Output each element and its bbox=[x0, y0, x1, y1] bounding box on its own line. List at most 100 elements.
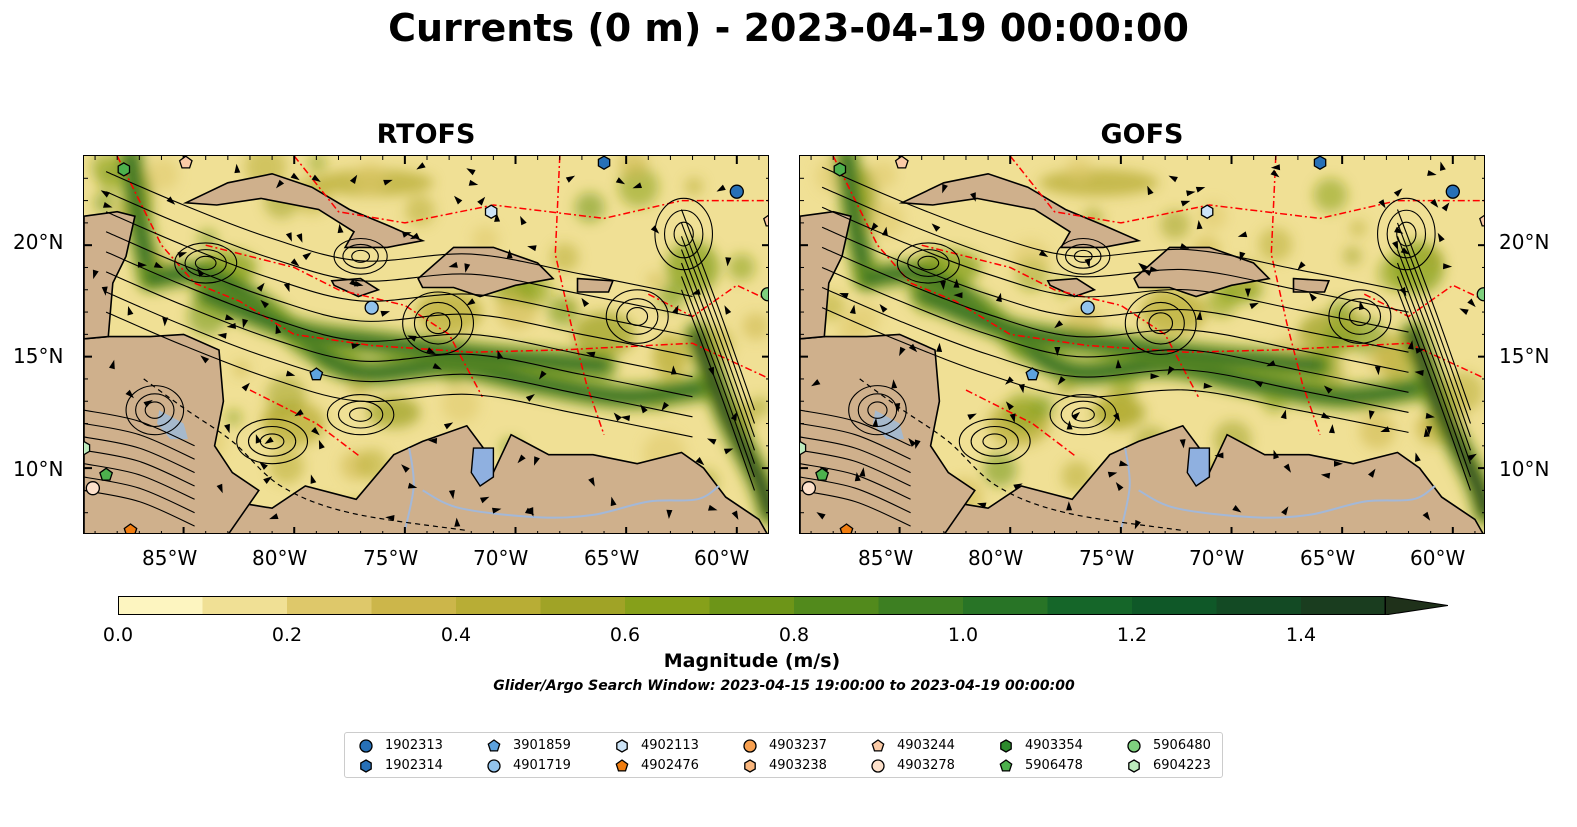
stream-arrow bbox=[492, 507, 502, 514]
stream-arrow bbox=[153, 261, 164, 269]
stream-arrow bbox=[707, 438, 717, 445]
stream-arrow bbox=[337, 223, 344, 234]
stream-arrow bbox=[1441, 202, 1450, 212]
stream-arrow bbox=[1134, 519, 1141, 530]
stream-arrow bbox=[1273, 449, 1280, 460]
stream-arrow bbox=[640, 404, 648, 414]
stream-arrow bbox=[1320, 472, 1331, 479]
legend-marker bbox=[1127, 739, 1141, 753]
eddy-streamline bbox=[402, 291, 475, 355]
stream-arrow bbox=[1167, 366, 1175, 376]
stream-arrow bbox=[255, 434, 262, 444]
stream-arrow bbox=[870, 222, 879, 232]
stream-arrow bbox=[730, 411, 738, 421]
axis-ticks bbox=[800, 156, 1484, 533]
stream-arrow bbox=[1150, 373, 1160, 380]
lat-label-left-10n: 10°N bbox=[13, 457, 64, 481]
eez-line bbox=[1009, 156, 1484, 224]
land-hispaniola bbox=[417, 246, 555, 298]
eddy-streamline bbox=[1396, 221, 1417, 247]
eddy-streamline bbox=[907, 249, 950, 277]
eddy-streamline bbox=[626, 307, 649, 326]
hexagon-marker-icon bbox=[616, 739, 628, 753]
streamline bbox=[1396, 249, 1472, 451]
stream-arrow bbox=[970, 192, 976, 202]
stream-arrow bbox=[534, 456, 540, 466]
stream-arrow bbox=[468, 179, 479, 186]
stream-arrow bbox=[1443, 263, 1453, 270]
eddy-streamline bbox=[1071, 407, 1095, 422]
stream-arrow bbox=[1378, 199, 1386, 209]
colorbar-tick-5: 1.0 bbox=[947, 624, 979, 646]
stream-arrow bbox=[407, 482, 418, 489]
streamline bbox=[1396, 276, 1472, 478]
streamline bbox=[821, 266, 1409, 393]
stream-arrow bbox=[109, 359, 115, 370]
stream-arrow bbox=[196, 267, 205, 277]
eddy-streamline bbox=[1338, 298, 1382, 335]
stream-arrow bbox=[506, 249, 513, 259]
legend-label: 4901719 bbox=[513, 758, 571, 773]
figure-title: Currents (0 m) - 2023-04-19 00:00:00 bbox=[388, 6, 1189, 50]
float-marker bbox=[484, 204, 498, 219]
stream-arrow bbox=[1392, 240, 1399, 251]
legend-label: 4903278 bbox=[897, 758, 955, 773]
speed-patch bbox=[1206, 287, 1237, 318]
colorbar-label: Magnitude (m/s) bbox=[663, 650, 841, 672]
eez-line bbox=[116, 156, 768, 379]
pentagon-marker-icon bbox=[871, 739, 885, 752]
stream-arrow bbox=[1430, 198, 1439, 208]
stream-arrow bbox=[1380, 426, 1390, 432]
stream-arrow bbox=[448, 490, 455, 500]
lon-label-left-60w: 60°W bbox=[694, 546, 750, 570]
hexagon-marker-icon bbox=[1128, 759, 1140, 773]
streamline bbox=[680, 222, 756, 424]
stream-arrow bbox=[143, 399, 153, 408]
stream-arrow bbox=[432, 363, 442, 370]
legend-label: 4903244 bbox=[897, 738, 955, 753]
stream-arrow bbox=[234, 163, 241, 174]
legend-label: 1902314 bbox=[385, 758, 443, 773]
stream-arrow bbox=[466, 168, 476, 176]
stream-arrow bbox=[1399, 287, 1407, 297]
streamlines bbox=[84, 162, 756, 527]
float-marker bbox=[1200, 204, 1214, 219]
stream-arrow bbox=[290, 258, 300, 267]
colorbar-segment bbox=[1301, 596, 1386, 615]
streamline bbox=[84, 476, 195, 514]
legend-label: 4903237 bbox=[769, 738, 827, 753]
lon-label-right-85w: 85°W bbox=[858, 546, 914, 570]
stream-arrow bbox=[650, 225, 660, 234]
streamline bbox=[680, 262, 756, 464]
float-marker bbox=[178, 156, 193, 169]
legend-label: 5906478 bbox=[1025, 758, 1083, 773]
stream-arrow bbox=[402, 232, 412, 238]
land-layer bbox=[84, 172, 768, 533]
colorbar-tick-2: 0.4 bbox=[440, 624, 472, 646]
streamline bbox=[84, 409, 195, 447]
streamline bbox=[1396, 262, 1472, 464]
stream-arrow bbox=[879, 304, 888, 313]
stream-arrow bbox=[216, 483, 223, 494]
land-yucatan bbox=[84, 210, 136, 340]
colorbar-segment bbox=[202, 596, 288, 615]
stream-arrow bbox=[708, 504, 718, 511]
float-marker bbox=[839, 523, 854, 533]
stream-arrow bbox=[1266, 360, 1276, 367]
streamline bbox=[800, 422, 911, 460]
stream-arrow bbox=[615, 177, 626, 185]
stream-arrow bbox=[1107, 471, 1118, 478]
lon-label-right-75w: 75°W bbox=[1079, 546, 1135, 570]
jet-core bbox=[691, 328, 768, 519]
speed-patch bbox=[1343, 246, 1362, 266]
stream-arrow bbox=[525, 507, 535, 515]
stream-arrow bbox=[290, 172, 300, 181]
legend-label: 4902113 bbox=[641, 738, 699, 753]
stream-arrow bbox=[661, 401, 669, 411]
stream-arrow bbox=[1018, 383, 1025, 394]
stream-arrow bbox=[908, 438, 917, 447]
stream-arrow bbox=[914, 439, 921, 449]
legend-label: 6904223 bbox=[1153, 758, 1211, 773]
jet-core bbox=[861, 267, 1425, 402]
land-yucatan bbox=[800, 210, 852, 340]
